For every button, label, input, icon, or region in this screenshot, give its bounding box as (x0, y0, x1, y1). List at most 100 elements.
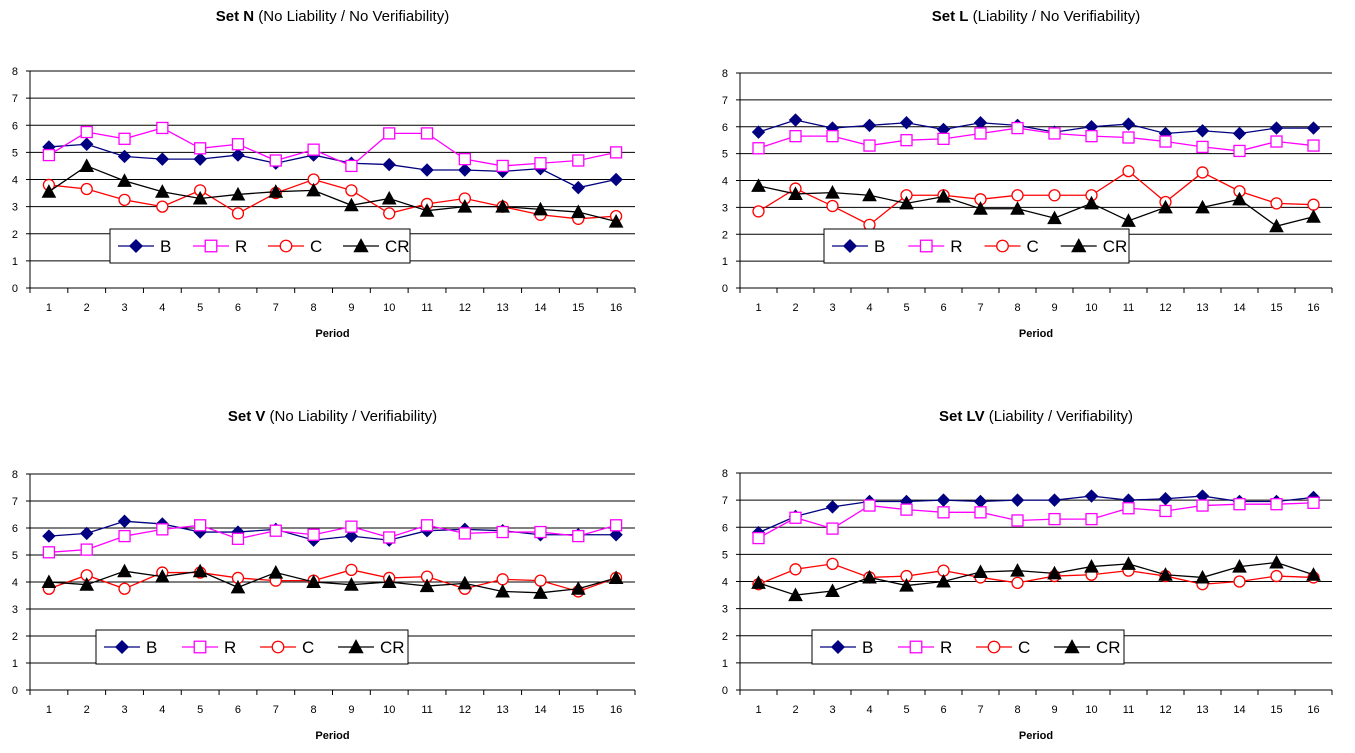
series-R (752, 496, 1320, 545)
x-tick-label: 11 (421, 704, 432, 716)
x-tick-label: 4 (866, 302, 872, 314)
x-tick-label: 3 (829, 704, 835, 716)
data-point-CR (899, 578, 914, 592)
y-tick-label: 1 (12, 658, 18, 670)
series-line-C (758, 563, 1314, 585)
data-point-R (1307, 139, 1320, 152)
data-point-CR (936, 189, 951, 203)
x-tick-label: 8 (1014, 704, 1020, 716)
x-tick-label: 4 (159, 302, 165, 314)
data-point-R (863, 139, 876, 152)
data-point-C (1270, 569, 1283, 583)
x-tick-label: 9 (348, 704, 354, 716)
x-tick-label: 6 (235, 704, 241, 716)
data-point-R (420, 127, 434, 140)
data-point-CR (825, 185, 840, 199)
data-point-CR (533, 201, 548, 216)
y-tick-label: 2 (722, 631, 728, 643)
data-point-CR (1269, 218, 1284, 233)
data-point-B (825, 500, 840, 514)
data-point-CR (1158, 199, 1173, 214)
data-point-CR (306, 182, 321, 197)
y-tick-label: 4 (12, 175, 18, 187)
chart-title-rest: (Liability / No Verifiability) (968, 8, 1140, 25)
data-point-R (156, 523, 169, 536)
chart-title-bold: Set LV (939, 408, 985, 425)
x-tick-label: 1 (46, 302, 52, 314)
data-point-CR (230, 579, 246, 594)
data-point-CR (973, 201, 988, 215)
data-point-C (1048, 189, 1061, 202)
data-point-CR (862, 187, 877, 202)
x-tick-label: 2 (84, 302, 90, 314)
legend-label-C: C (302, 638, 314, 657)
x-tick-label: 13 (1196, 704, 1208, 716)
y-tick-label: 6 (12, 120, 18, 132)
series-R (42, 121, 623, 173)
chart-title-rest: (No Liability / No Verifiability) (254, 8, 449, 25)
x-tick-label: 3 (829, 302, 835, 314)
data-point-C (1011, 576, 1024, 590)
series-line-R (758, 502, 1314, 539)
data-point-R (974, 127, 987, 140)
x-tick-label: 5 (197, 302, 203, 314)
x-tick-label: 6 (940, 704, 946, 716)
data-point-CR (1084, 559, 1099, 573)
data-point-R (458, 153, 471, 166)
data-point-R (1159, 504, 1172, 518)
chart-panel-2: Set L (Liability / No Verifiability)0123… (722, 8, 1333, 340)
data-point-CR (495, 583, 510, 598)
x-tick-label: 2 (792, 302, 798, 314)
data-point-CR (788, 587, 803, 602)
x-tick-label: 10 (383, 704, 395, 716)
data-point-CR (608, 570, 624, 584)
data-point-B (420, 163, 434, 177)
x-tick-label: 6 (235, 302, 241, 314)
data-point-R (1233, 498, 1246, 511)
legend-marker-B (842, 238, 858, 254)
data-point-CR (344, 577, 359, 591)
x-tick-label: 9 (1051, 704, 1057, 716)
legend-label-R: R (940, 638, 952, 657)
x-tick-label: 10 (1085, 704, 1097, 716)
chart-title-rest: (Liability / Verifiability) (985, 408, 1133, 425)
data-point-CR (862, 569, 877, 584)
data-point-CR (117, 173, 132, 187)
x-tick-label: 11 (1123, 704, 1134, 716)
data-point-C (752, 205, 765, 218)
legend-marker-B (114, 639, 130, 655)
x-tick-label: 6 (940, 302, 946, 314)
chart-title: Set LV (Liability / Verifiability) (939, 408, 1133, 425)
data-point-B (42, 529, 56, 543)
data-point-C (1307, 198, 1320, 211)
y-tick-label: 3 (12, 202, 18, 214)
data-point-R (974, 506, 987, 519)
data-point-B (80, 137, 94, 151)
data-point-R (752, 531, 765, 545)
data-point-R (1048, 512, 1061, 526)
data-point-R (1233, 144, 1246, 158)
x-tick-label: 1 (755, 704, 761, 716)
legend-marker-C (271, 640, 285, 654)
legend: B R C CR (109, 228, 411, 264)
x-tick-label: 10 (383, 302, 395, 314)
x-tick-label: 1 (46, 704, 52, 716)
data-point-B (1084, 489, 1099, 503)
x-tick-label: 12 (459, 704, 471, 716)
data-point-C (345, 184, 358, 197)
data-point-CR (155, 569, 170, 583)
data-point-C (383, 207, 396, 220)
x-tick-label: 5 (903, 704, 909, 716)
series-CR (751, 178, 1321, 233)
data-point-R (609, 146, 623, 159)
x-tick-label: 3 (121, 704, 127, 716)
series-line-CR (48, 165, 617, 223)
legend-marker-C (987, 640, 1001, 654)
series-line-C (758, 170, 1314, 226)
x-tick-label: 16 (1307, 704, 1319, 716)
legend-label-R: R (235, 237, 247, 256)
data-point-B (609, 172, 623, 187)
series-C (752, 164, 1320, 231)
y-tick-label: 5 (12, 550, 18, 562)
